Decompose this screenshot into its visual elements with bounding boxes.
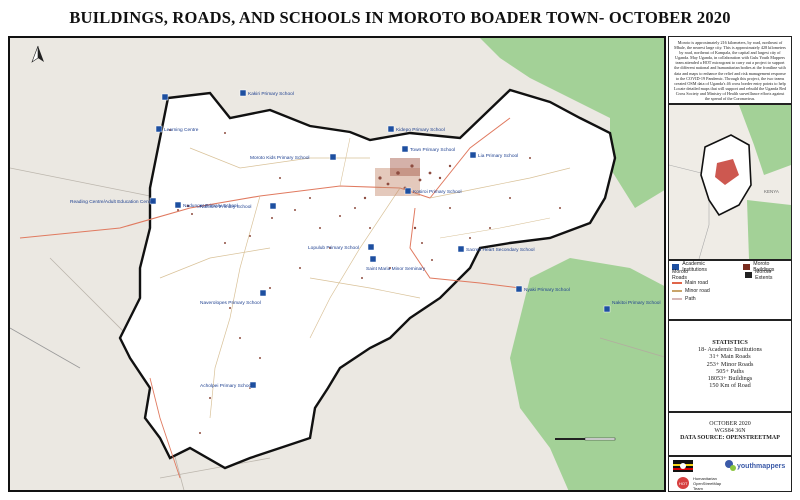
- school-label: Naverolopes Primary School: [200, 300, 261, 306]
- forest-reserve-north: [480, 38, 664, 208]
- school-marker[interactable]: Saint Maria Minor Seminary: [366, 255, 426, 272]
- minor-road-legend-line: [672, 290, 682, 292]
- school-marker[interactable]: Kosiroi Primary School: [404, 187, 462, 195]
- legend: Academic Institutions Moroto Buildings M…: [668, 260, 792, 320]
- main-road-legend-line: [672, 282, 682, 284]
- logos-panel: youthmappers HOT Humanitarian OpenStreet…: [668, 456, 792, 492]
- stats-line: 18- Academic Institutions: [698, 346, 762, 354]
- inset-map[interactable]: KENYA: [668, 104, 792, 260]
- school-label: Kosiroi Primary School: [413, 189, 462, 195]
- school-label: Nyaki Primary School: [524, 287, 570, 293]
- building-legend-icon: [743, 264, 751, 270]
- school-marker[interactable]: Learning Centre: [155, 125, 199, 133]
- school-label: Moroto Kids Primary School: [250, 155, 309, 161]
- school-marker[interactable]: Nakitoi Primary School: [603, 300, 661, 313]
- legend-main-road-label: Main road: [685, 280, 709, 286]
- school-marker[interactable]: Acholpei Primary School: [200, 381, 257, 389]
- stats-line: 150 Km of Road: [709, 382, 751, 390]
- legend-schools-label: Academic Institutions: [682, 261, 707, 273]
- path-legend-line: [672, 298, 682, 300]
- school-label: Lopulub Primary School: [308, 245, 359, 251]
- side-panel: Moroto is approximately 216 kilometers, …: [668, 36, 792, 492]
- legend-extents-label: Moroto Extents: [755, 269, 773, 281]
- moroto-extents-boundary: [118, 88, 617, 470]
- school-marker[interactable]: Lopulub Primary School: [308, 243, 375, 251]
- school-label: Lia Primary School: [478, 153, 518, 159]
- building-cluster: [169, 129, 561, 434]
- school-label: Acholpei Primary School: [200, 383, 252, 389]
- intro-text: Moroto is approximately 216 kilometers, …: [668, 36, 792, 104]
- hot-line1: Humanitarian: [693, 476, 717, 481]
- school-marker[interactable]: Naverolopes Primary School: [200, 289, 267, 306]
- youthmappers-text: youthmappers: [737, 463, 785, 470]
- school-label: Reading Centre/Adult Education Centre: [70, 199, 155, 205]
- legend-roads-title: Moroto Roads: [672, 269, 689, 281]
- map-canvas: Kakiri Primary School Learning Centre Li…: [10, 38, 664, 490]
- school-label: Saint Maria Minor Seminary: [366, 266, 426, 272]
- stats-line: 505+ Paths: [716, 367, 744, 375]
- forest-reserve-east: [510, 258, 664, 490]
- school-marker[interactable]: Nyaki Primary School: [515, 285, 570, 293]
- school-label: Nakitoi Primary School: [612, 300, 661, 306]
- school-marker[interactable]: [161, 93, 169, 101]
- credits-crs: WGS84 36N: [714, 428, 746, 434]
- school-label: Nakiloro Primary School: [200, 204, 251, 210]
- inset-label: KENYA: [764, 189, 779, 194]
- credits-date: OCTOBER 2020: [709, 421, 751, 427]
- credits-source: DATA SOURCE: OPENSTREETMAP: [680, 435, 780, 441]
- school-label: Nadunget Primary School: [183, 203, 238, 209]
- scale-bar: [555, 437, 616, 441]
- statistics-panel: STATISTICS 18- Academic Institutions 31+…: [668, 320, 792, 412]
- hot-line2: OpenStreetMap: [693, 481, 722, 486]
- hot-logo-icon: HOT: [677, 477, 689, 489]
- school-marker[interactable]: Moroto Kids Primary School: [250, 153, 337, 161]
- school-label: Learning Centre: [164, 127, 199, 133]
- school-label: Town Primary School: [410, 147, 455, 153]
- stats-heading: STATISTICS: [712, 339, 748, 346]
- school-legend-icon: [672, 264, 680, 270]
- school-marker[interactable]: Nadunget Primary School: [174, 201, 238, 209]
- youthmappers-logo-icon: [725, 460, 736, 471]
- north-arrow-icon: [31, 45, 44, 63]
- main-map[interactable]: Kakiri Primary School Learning Centre Li…: [8, 36, 666, 492]
- school-marker[interactable]: Lia Primary School: [469, 151, 518, 159]
- credits-panel: OCTOBER 2020 WGS84 36N DATA SOURCE: OPEN…: [668, 412, 792, 456]
- hot-line3: Team: [693, 486, 703, 491]
- stats-line: 18053+ Buildings: [707, 375, 753, 383]
- legend-buildings-label: Moroto Buildings: [753, 261, 775, 273]
- uganda-crest-icon: [673, 460, 693, 472]
- school-marker[interactable]: Reading Centre/Adult Education Centre: [70, 197, 157, 205]
- school-marker[interactable]: Sacred Heart Secondary School: [457, 245, 535, 253]
- school-label: Kidepo Primary School: [396, 127, 445, 133]
- legend-path-label: Path: [685, 296, 696, 302]
- stats-line: 253+ Minor Roads: [706, 360, 754, 368]
- school-marker[interactable]: Kidepo Primary School: [387, 125, 445, 133]
- school-label: Sacred Heart Secondary School: [466, 247, 535, 253]
- map-title: BUILDINGS, ROADS, AND SCHOOLS IN MOROTO …: [69, 8, 731, 27]
- stats-line: 31+ Main Roads: [709, 353, 751, 361]
- extents-legend-icon: [744, 272, 753, 278]
- school-marker[interactable]: Town Primary School: [401, 145, 455, 153]
- svg-text:HOT: HOT: [679, 481, 688, 486]
- inset-map-canvas: KENYA: [669, 105, 791, 259]
- school-marker[interactable]: Kakiri Primary School: [239, 89, 294, 97]
- legend-minor-road-label: Minor road: [685, 288, 710, 294]
- school-label: Kakiri Primary School: [248, 91, 294, 97]
- school-marker[interactable]: Nakiloro Primary School: [200, 202, 277, 210]
